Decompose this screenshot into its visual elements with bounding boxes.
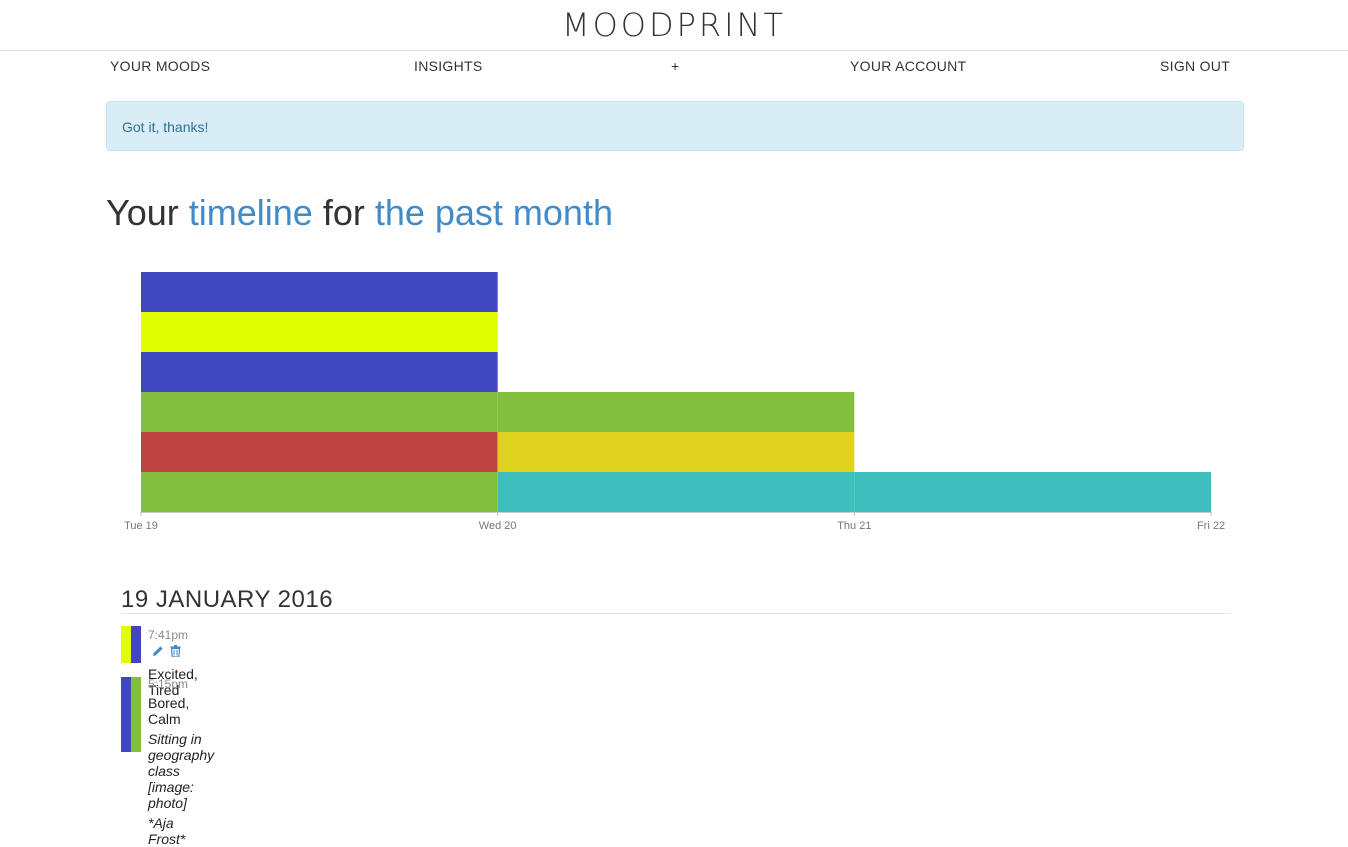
alert-message: Got it, thanks! (122, 119, 209, 135)
timeline-bar-segment (141, 392, 498, 432)
time-range-link[interactable]: the past month (374, 192, 613, 233)
timeline-bar-segment (141, 312, 498, 352)
timeline-view-link[interactable]: timeline (188, 192, 313, 233)
title-middle: for (312, 192, 375, 233)
brand-logo[interactable]: MOODPRINT (561, 6, 787, 44)
day-divider (121, 613, 1230, 614)
timeline-bar-segment (141, 272, 498, 312)
entry-mood-swatches (121, 626, 141, 663)
x-tick-label: Wed 20 (479, 520, 517, 532)
info-alert: Got it, thanks! (106, 101, 1244, 151)
timeline-bar-segment (497, 432, 855, 472)
mood-swatch (131, 677, 141, 752)
entry-credit: *Aja Frost* (148, 815, 186, 847)
entry-time: 5:15pm (148, 677, 189, 691)
nav-add-mood[interactable]: + (671, 58, 680, 74)
delete-trash-icon[interactable] (170, 644, 181, 662)
timeline-bar-segment (141, 432, 498, 472)
x-tick-label: Tue 19 (124, 520, 158, 532)
x-tick-label: Fri 22 (1197, 520, 1225, 532)
title-prefix: Your (106, 192, 189, 233)
mood-swatch (131, 626, 141, 663)
day-header: 19 JANUARY 2016 (121, 586, 334, 613)
nav-your-account[interactable]: YOUR ACCOUNT (850, 58, 967, 74)
mood-swatch (121, 677, 131, 752)
timeline-bar-segment (141, 352, 498, 392)
mood-swatch (121, 626, 131, 663)
entry-moods: Bored, Calm (148, 695, 190, 727)
edit-pencil-icon[interactable] (152, 644, 164, 662)
timeline-bar-segment (497, 392, 855, 432)
mood-timeline-chart: Tue 19 Wed 20 Thu 21 Fri 22 (124, 272, 1225, 532)
entry-body: 5:15pm Bored, Calm Sitting in geography … (148, 677, 214, 847)
timeline-bar-segment (854, 472, 1211, 512)
entry-moods: Excited, Tired (148, 666, 198, 699)
entry-time: 7:41pm (148, 628, 189, 642)
timeline-bar-segment (141, 472, 498, 512)
nav-sign-out[interactable]: SIGN OUT (1160, 58, 1231, 74)
nav-insights[interactable]: INSIGHTS (414, 58, 483, 74)
timeline-bar-segment (497, 472, 855, 512)
page-title: Your timeline for the past month (106, 192, 613, 234)
header-divider (0, 50, 1348, 51)
nav-your-moods[interactable]: YOUR MOODS (110, 58, 211, 74)
entry-note: Sitting in geography class [image: photo… (148, 731, 215, 811)
x-tick-label: Thu 21 (837, 520, 871, 532)
entry-mood-swatches (121, 677, 141, 752)
entry-body: 7:41pm Excited, Tired (148, 626, 198, 698)
